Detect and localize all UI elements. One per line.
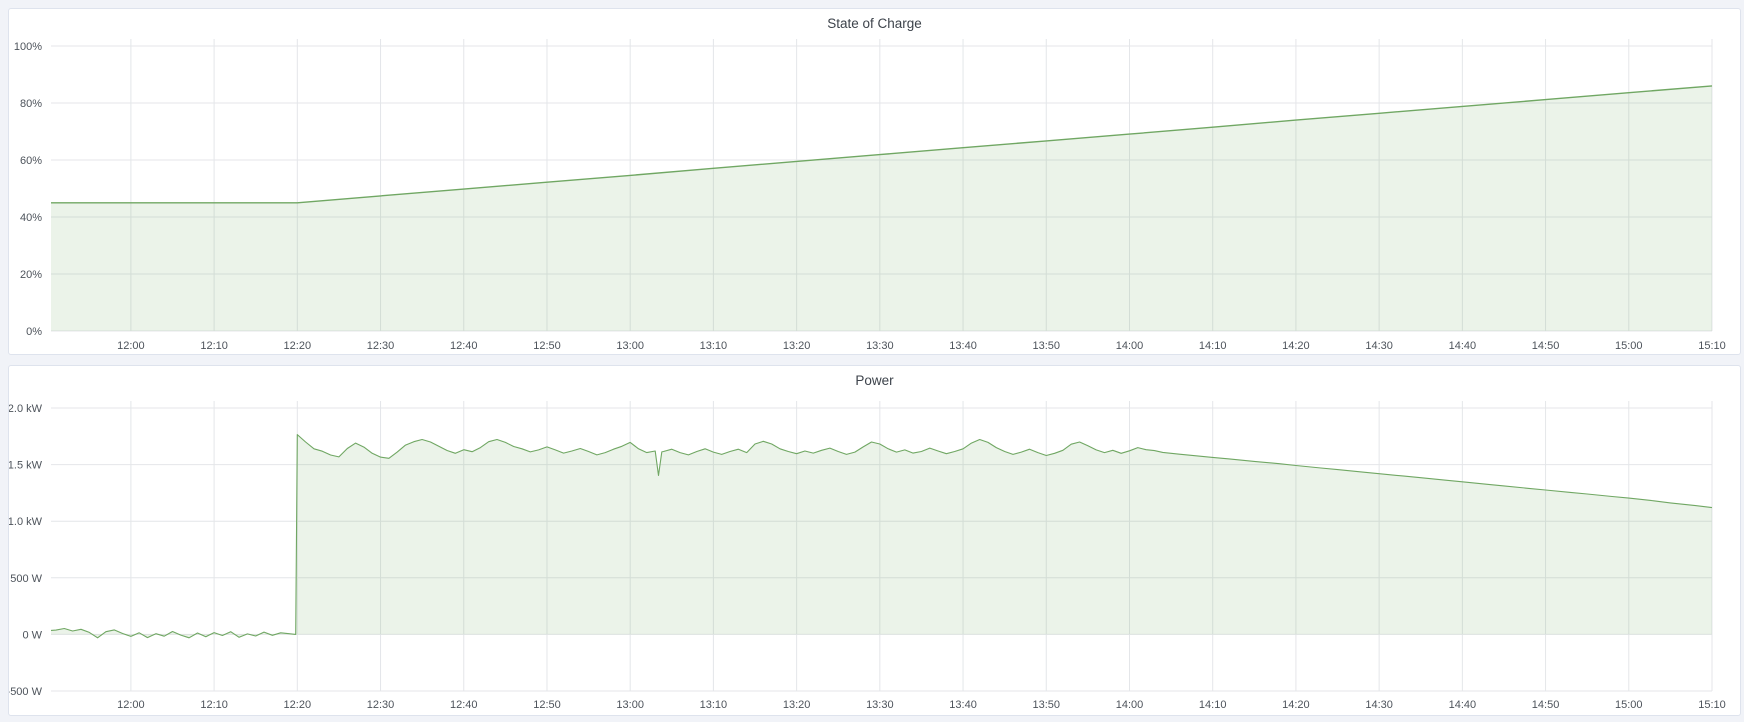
x-axis-tick-label: 14:20 [1282, 699, 1310, 711]
x-axis-tick-label: 14:50 [1532, 340, 1560, 352]
x-axis-tick-label: 13:40 [949, 340, 977, 352]
x-axis-tick-label: 12:00 [117, 699, 145, 711]
x-axis-tick-label: 13:10 [700, 699, 728, 711]
x-axis-tick-label: 15:00 [1615, 340, 1643, 352]
x-axis-tick-label: 13:00 [616, 699, 644, 711]
x-axis-tick-label: 13:20 [783, 699, 811, 711]
x-axis-tick-label: 14:50 [1532, 699, 1560, 711]
x-axis-tick-label: 13:00 [616, 340, 644, 352]
x-axis-tick-label: 14:40 [1449, 340, 1477, 352]
x-axis-tick-label: 12:30 [367, 340, 395, 352]
panel-title-power[interactable]: Power [855, 373, 894, 388]
x-axis-tick-label: 12:50 [533, 699, 561, 711]
x-axis-tick-label: 15:10 [1698, 340, 1726, 352]
x-axis-tick-label: 15:00 [1615, 699, 1643, 711]
y-axis-tick-label: 100% [14, 41, 42, 53]
x-axis-tick-label: 13:20 [783, 340, 811, 352]
x-axis-tick-label: 12:40 [450, 699, 478, 711]
panel-state-of-charge: State of Charge 12:00 12:10 12:20 12:30 12:4… [8, 8, 1741, 355]
power-chart[interactable]: 12:00 12:10 12:20 12:30 12:40 12:50 13:00 13:10… [9, 366, 1740, 715]
power-series-area [51, 434, 1712, 638]
x-axis-tick-label: 12:50 [533, 340, 561, 352]
x-axis-tick-label: 14:10 [1199, 340, 1227, 352]
x-axis-tick-label: 12:20 [284, 340, 312, 352]
x-axis-tick-label: 14:30 [1365, 699, 1393, 711]
x-axis-tick-label: 13:50 [1033, 340, 1061, 352]
panel-title-state-of-charge[interactable]: State of Charge [827, 16, 922, 31]
power-series-line [50, 434, 1713, 639]
x-axis-tick-label: 14:30 [1365, 340, 1393, 352]
x-axis-tick-label: 12:20 [284, 699, 312, 711]
x-axis-tick-label: 14:10 [1199, 699, 1227, 711]
x-axis-tick-label: 14:40 [1449, 699, 1477, 711]
state-of-charge-chart[interactable]: 12:00 12:10 12:20 12:30 12:40 12:50 13:00 13:10… [9, 9, 1740, 354]
x-axis-tick-label: 12:10 [200, 699, 228, 711]
y-axis-tick-label: 1.0 kW [9, 516, 43, 528]
state-of-charge-series-area [51, 85, 1712, 332]
x-axis-tick-label: 14:00 [1116, 340, 1144, 352]
y-axis-tick-label: 40% [20, 212, 42, 224]
panel-power: Power 12:00 12:10 12:20 12:30 12:40 12:50 13:0… [8, 365, 1741, 716]
x-axis-tick-label: 13:30 [866, 340, 894, 352]
y-axis-tick-label: 60% [20, 155, 42, 167]
x-axis-tick-label: 14:00 [1116, 699, 1144, 711]
x-axis-tick-label: 13:10 [700, 340, 728, 352]
y-axis-tick-label: 1.5 kW [9, 460, 43, 472]
x-axis-tick-label: 13:50 [1033, 699, 1061, 711]
y-axis-tick-label: -500 W [9, 686, 43, 698]
x-axis-tick-label: 12:10 [200, 340, 228, 352]
y-axis-tick-label: 20% [20, 269, 42, 281]
x-axis-tick-label: 12:00 [117, 340, 145, 352]
x-axis-tick-label: 14:20 [1282, 340, 1310, 352]
x-axis-tick-label: 13:40 [949, 699, 977, 711]
y-axis-tick-label: 80% [20, 98, 42, 110]
x-axis-tick-label: 12:30 [367, 699, 395, 711]
x-axis-tick-label: 12:40 [450, 340, 478, 352]
y-axis-tick-label: 500 W [10, 573, 42, 585]
x-axis-tick-label: 15:10 [1698, 699, 1726, 711]
y-axis-tick-label: 2.0 kW [9, 403, 43, 415]
state-of-charge-series-line [51, 85, 1713, 204]
x-axis-tick-label: 13:30 [866, 699, 894, 711]
y-axis-tick-label: 0 W [22, 629, 42, 641]
y-axis-tick-label: 0% [26, 326, 42, 338]
